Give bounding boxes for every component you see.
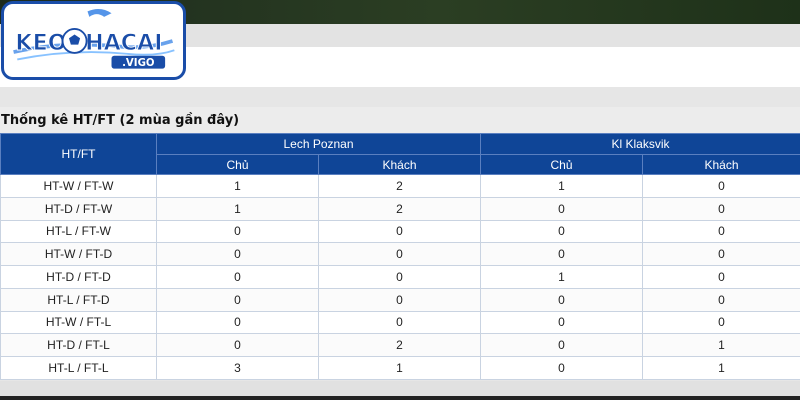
lech-home-header: Chủ [156,154,319,175]
site-logo[interactable]: KEONHACAI .VIGO [1,1,186,80]
cell-value: 0 [156,333,319,357]
header-band [0,24,800,47]
table-row: HT-D / FT-W 1 2 0 0 [0,196,800,221]
cell-value: 2 [318,333,481,357]
team-header-kl-klaksvik: Kl Klaksvik [479,133,800,155]
cell-value: 1 [318,356,481,380]
footer-strip [0,396,800,400]
cell-value: 0 [480,333,643,357]
cell-value: 1 [480,265,643,289]
cell-value: 0 [480,310,643,335]
cell-value: 0 [641,174,800,198]
cell-value: 0 [318,310,481,335]
cell-value: 1 [480,174,643,198]
row-label: HT-W / FT-D [0,242,157,266]
table-row: HT-L / FT-D 0 0 0 0 [0,287,800,312]
section-title-bar: Thống kê HT/FT (2 mùa gần đây) [0,107,800,133]
row-label: HT-L / FT-L [0,356,157,380]
cell-value: 2 [318,174,481,198]
row-label: HT-W / FT-W [0,174,157,198]
cell-value: 0 [318,265,481,289]
table-row: HT-L / FT-W 0 0 0 0 [0,219,800,244]
header-gap [0,87,800,105]
htft-stats-table: HT/FT Lech Poznan Kl Klaksvik Chủ Khách … [0,133,800,380]
cell-value: 0 [480,356,643,380]
cell-value: 0 [641,310,800,335]
row-label: HT-D / FT-D [0,265,157,289]
cell-value: 0 [318,287,481,312]
logo-brand-text: KEONHACAI [15,30,162,56]
cell-value: 2 [318,196,481,221]
table-row: HT-L / FT-L 3 1 0 1 [0,356,800,380]
row-label: HT-L / FT-D [0,287,157,312]
cell-value: 0 [480,242,643,266]
cell-value: 0 [480,196,643,221]
row-label: HT-W / FT-L [0,310,157,335]
table-row: HT-D / FT-D 0 0 1 0 [0,265,800,289]
cell-value: 3 [156,356,319,380]
htft-column-header: HT/FT [0,133,157,175]
cell-value: 0 [318,242,481,266]
table-row: HT-W / FT-L 0 0 0 0 [0,310,800,335]
cell-value: 0 [641,219,800,244]
cell-value: 0 [641,265,800,289]
cell-value: 0 [156,310,319,335]
cell-value: 0 [318,219,481,244]
cell-value: 1 [641,356,800,380]
cell-value: 0 [156,219,319,244]
table-row: HT-W / FT-D 0 0 0 0 [0,242,800,266]
row-label: HT-D / FT-W [0,196,157,221]
row-label: HT-D / FT-L [0,333,157,357]
cell-value: 1 [156,196,319,221]
cell-value: 0 [641,242,800,266]
soccer-ball-icon [61,28,88,54]
cell-value: 0 [156,242,319,266]
logo-sub-text: .VIGO [122,58,155,69]
cell-value: 0 [480,287,643,312]
footer-band [0,381,800,396]
cell-value: 0 [641,287,800,312]
klaksvik-away-header: Khách [641,154,800,175]
cell-value: 0 [156,265,319,289]
cell-value: 0 [156,287,319,312]
table-row: HT-D / FT-L 0 2 0 1 [0,333,800,357]
klaksvik-home-header: Chủ [480,154,643,175]
cell-value: 0 [480,219,643,244]
section-title: Thống kê HT/FT (2 mùa gần đây) [1,112,240,128]
cell-value: 1 [156,174,319,198]
cell-value: 1 [641,333,800,357]
lech-away-header: Khách [318,154,481,175]
table-row: HT-W / FT-W 1 2 1 0 [0,174,800,198]
row-label: HT-L / FT-W [0,219,157,244]
team-header-lech-poznan: Lech Poznan [156,133,481,155]
cell-value: 0 [641,196,800,221]
